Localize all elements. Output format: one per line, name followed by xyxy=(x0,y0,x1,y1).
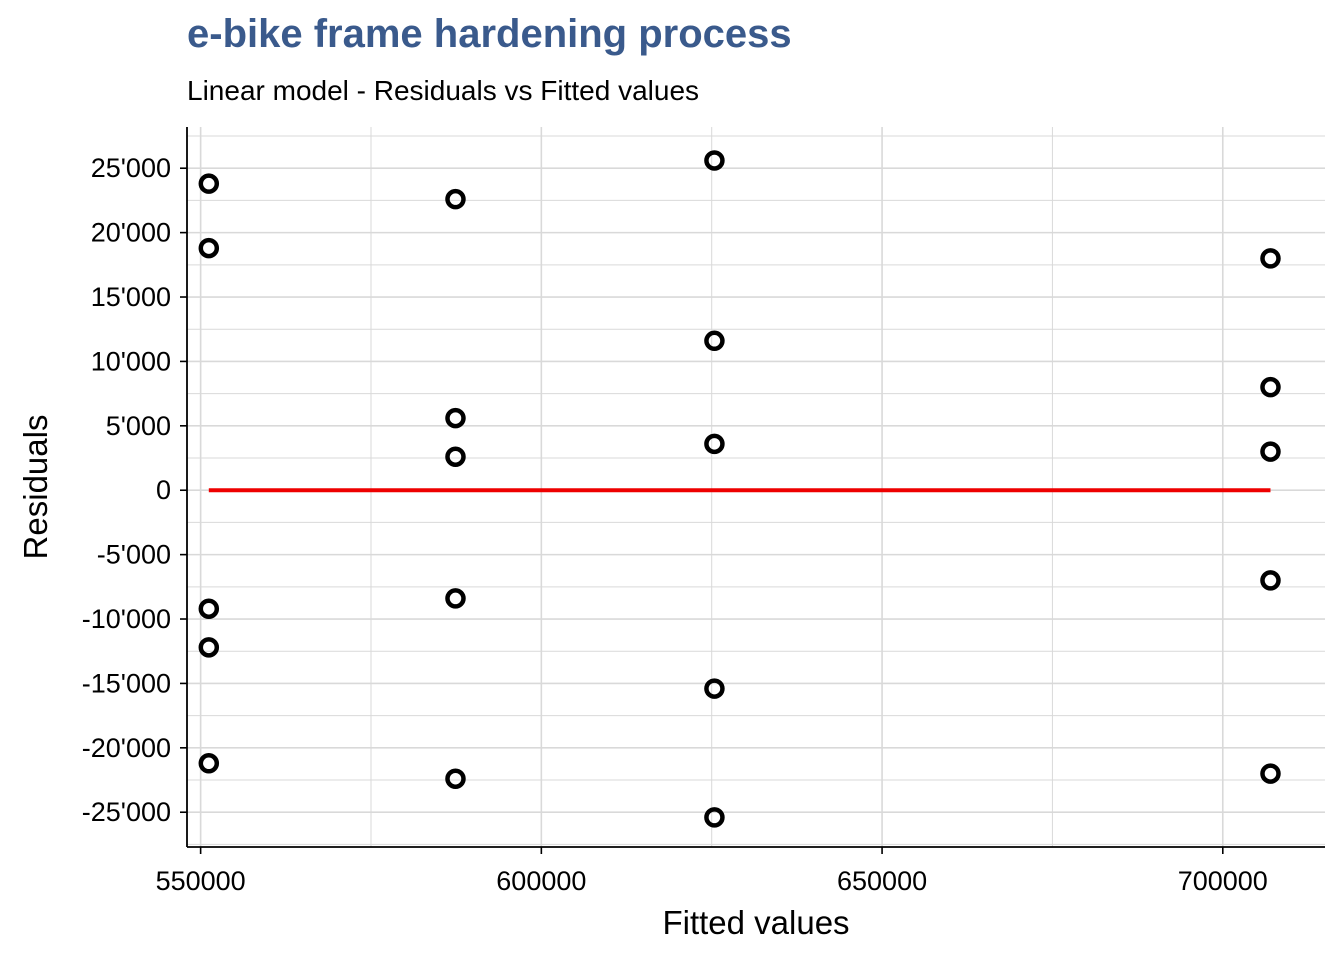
data-point xyxy=(1260,441,1281,462)
data-point xyxy=(704,150,725,171)
data-point xyxy=(445,407,466,429)
data-point xyxy=(445,768,466,789)
data-points xyxy=(198,150,1281,828)
data-point xyxy=(198,598,220,619)
data-point xyxy=(1260,248,1281,269)
y-tick-label: 10'000 xyxy=(91,346,171,376)
x-tick-label: 700000 xyxy=(1178,866,1268,896)
y-tick-label: -10'000 xyxy=(82,604,171,634)
data-point xyxy=(198,637,220,658)
data-point xyxy=(704,330,725,352)
data-point xyxy=(1260,376,1281,398)
y-tick-label: -15'000 xyxy=(82,668,171,698)
x-tick-label: 650000 xyxy=(837,866,927,896)
data-point xyxy=(704,433,725,455)
data-point xyxy=(445,588,466,609)
data-point xyxy=(704,807,725,828)
data-point xyxy=(445,446,466,467)
y-tick-label: -5'000 xyxy=(97,540,171,570)
data-point xyxy=(198,237,220,259)
data-point xyxy=(198,753,220,774)
x-tick-label: 600000 xyxy=(496,866,586,896)
grid-lines xyxy=(187,127,1325,847)
y-tick-label: 0 xyxy=(156,475,171,505)
axes xyxy=(180,127,1325,854)
y-axis-title: Residuals xyxy=(17,415,54,560)
y-tick-label: 20'000 xyxy=(91,218,171,248)
x-tick-label: 550000 xyxy=(156,866,246,896)
y-tick-label: -20'000 xyxy=(82,733,171,763)
data-point xyxy=(1260,570,1281,591)
y-tick-label: 15'000 xyxy=(91,282,171,312)
data-point xyxy=(198,173,220,194)
data-point xyxy=(1260,763,1281,784)
data-point xyxy=(704,678,725,699)
chart-title: e-bike frame hardening process xyxy=(187,12,792,56)
y-tick-label: 25'000 xyxy=(91,153,171,183)
chart-subtitle: Linear model - Residuals vs Fitted value… xyxy=(187,75,700,106)
x-axis-title: Fitted values xyxy=(662,904,849,941)
data-point xyxy=(445,188,466,210)
y-tick-label: -25'000 xyxy=(82,797,171,827)
y-tick-label: 5'000 xyxy=(106,411,171,441)
tick-labels: 25'000 20'000 15'000 10'000 5'000 0 -5'000 -10'… xyxy=(82,153,1268,896)
